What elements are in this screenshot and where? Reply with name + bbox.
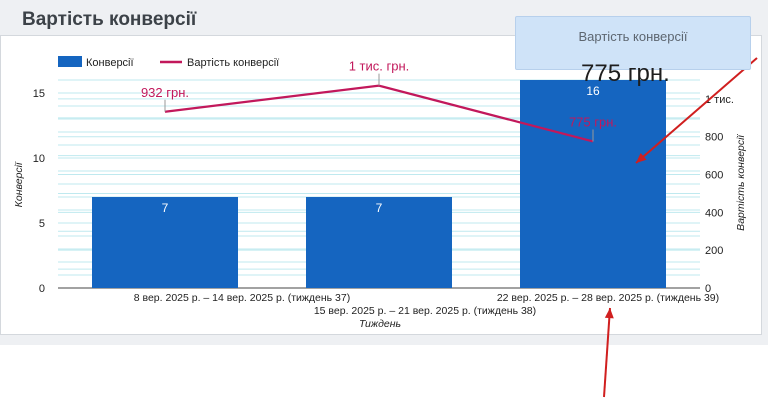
page-title: Вартість конверсії — [22, 9, 197, 30]
bar-series: 7 7 16 — [92, 80, 666, 288]
hover-tooltip: Вартість конверсії — [515, 16, 751, 70]
annotation-arrows — [603, 57, 758, 398]
line-value-label: 932 грн. — [141, 85, 189, 100]
legend[interactable]: Конверсії Вартість конверсії — [58, 56, 279, 69]
bar-value-label: 7 — [376, 201, 383, 215]
bar-value-label: 16 — [586, 84, 600, 98]
annotation-arrow-shaft — [603, 307, 611, 398]
legend-label-line: Вартість конверсії — [187, 57, 279, 69]
y-left-tick-label: 0 — [39, 283, 45, 295]
line-value-label: 1 тис. грн. — [349, 59, 410, 74]
x-category-labels: 8 вер. 2025 р. – 14 вер. 2025 р. (тижден… — [134, 292, 719, 317]
x-axis-title: Тиждень — [359, 318, 401, 330]
y-left-tick-label: 5 — [39, 218, 45, 230]
y-right-tick-label: 0 — [705, 283, 711, 295]
line-series: 932 грн. 1 тис. грн. 775 грн. — [141, 59, 617, 143]
y-right-tick-label: 200 — [705, 245, 723, 257]
line-value-label: 775 грн. — [569, 114, 617, 129]
y-left-tick-label: 10 — [33, 153, 45, 165]
y-axis-title-left: Конверсії — [13, 161, 25, 207]
y-right-tick-label: 800 — [705, 132, 723, 144]
y-axis-title-right: Вартість конверсії — [735, 134, 747, 231]
tooltip-value: 775 грн. — [581, 60, 670, 87]
bar — [520, 80, 666, 288]
x-category-label: 15 вер. 2025 р. – 21 вер. 2025 р. (тижде… — [314, 305, 536, 317]
annotation-arrow-shaft — [635, 57, 758, 164]
annotation-arrow-head — [636, 153, 647, 163]
bar — [92, 197, 238, 288]
tooltip-title: Вартість конверсії — [578, 29, 688, 44]
y-left-tick-label: 15 — [33, 88, 45, 100]
annotation-arrow-head — [604, 308, 614, 319]
bar-value-label: 7 — [162, 201, 169, 215]
bar — [306, 197, 452, 288]
x-category-label: 22 вер. 2025 р. – 28 вер. 2025 р. (тижде… — [497, 292, 719, 304]
legend-swatch-bar — [58, 56, 82, 67]
y-right-tick-label: 600 — [705, 170, 723, 182]
legend-label-bar: Конверсії — [86, 57, 134, 69]
y-right-tick-label: 400 — [705, 207, 723, 219]
x-category-label: 8 вер. 2025 р. – 14 вер. 2025 р. (тижден… — [134, 292, 350, 304]
